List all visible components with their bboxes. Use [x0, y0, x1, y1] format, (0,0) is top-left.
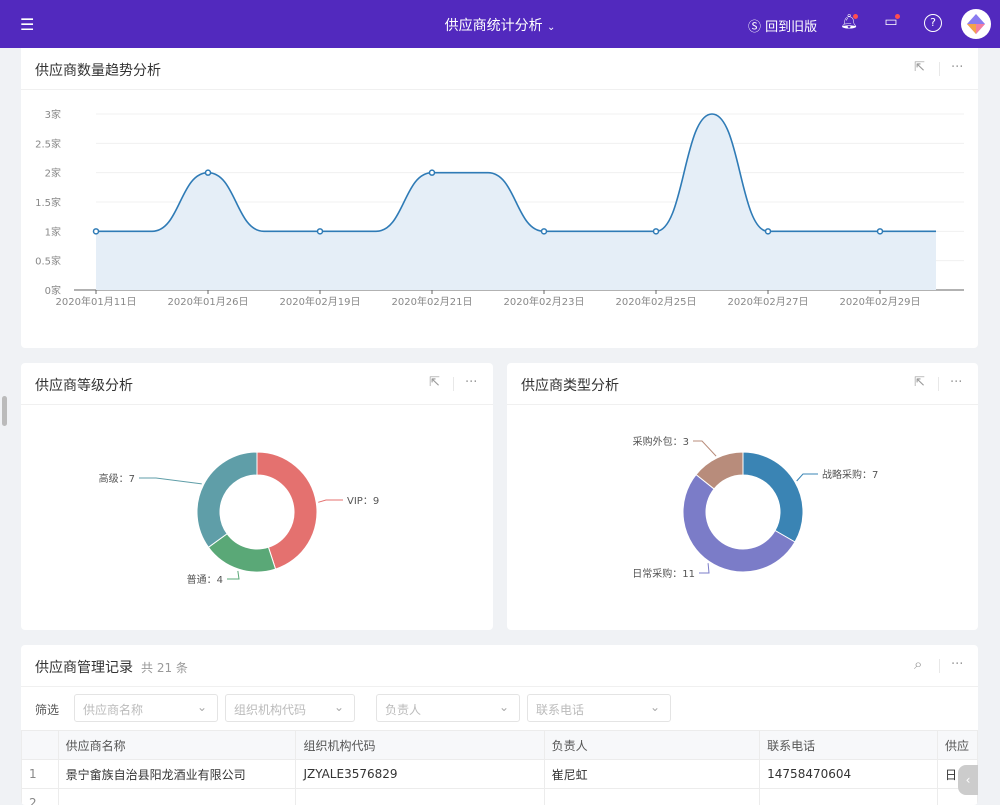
trend-chart: 0家 0.5家 1家 1.5家 2家 2.5家 3家 2020年01月11日 2020年01月2… — [21, 48, 978, 348]
x-tick-label: 2020年01月26日 — [168, 295, 249, 308]
label-line — [797, 474, 818, 481]
filter-placeholder: 负责人 — [385, 703, 421, 717]
data-point — [766, 229, 771, 234]
col-owner[interactable]: 负责人 — [544, 731, 760, 760]
data-point — [318, 229, 323, 234]
cell-index: 1 — [22, 760, 59, 789]
label-line — [693, 441, 716, 456]
slice-label: 战略采购：7 — [822, 468, 878, 481]
top-bar: ☰ 供应商统计分析 ⌄ Ⓢ 回到旧版 🔔︎ ▭ ? — [0, 0, 1000, 48]
slice-label: 普通：4 — [187, 573, 223, 586]
page-title: 供应商统计分析 — [445, 18, 543, 34]
cell-phone: 14758470604 — [760, 760, 938, 789]
pie-slice — [743, 452, 803, 542]
cell-org-code — [296, 789, 544, 805]
pie-slice — [197, 452, 257, 547]
slice-label: VIP：9 — [347, 496, 379, 507]
data-point — [206, 170, 211, 175]
y-tick-label: 1家 — [45, 225, 61, 238]
divider — [939, 659, 940, 673]
old-version-label: 回到旧版 — [765, 20, 817, 35]
chevron-down-icon: ⌄ — [547, 22, 555, 33]
y-tick-label: 2家 — [45, 167, 61, 180]
table-scroll-handle[interactable]: ‹ — [958, 765, 978, 795]
grade-pie-chart: VIP：9 普通：4 高级：7 — [21, 363, 493, 630]
type-pie-chart: 战略采购：7 日常采购：11 采购外包：3 — [507, 363, 978, 630]
x-tick-label: 2020年02月21日 — [392, 295, 473, 308]
briefcase-icon[interactable]: ▭ — [882, 14, 900, 32]
cell-org-code: JZYALE3576829 — [296, 760, 544, 789]
label-line — [318, 500, 343, 502]
filter-placeholder: 组织机构代码 — [234, 703, 306, 717]
help-icon[interactable]: ? — [924, 14, 942, 32]
bell-icon[interactable]: 🔔︎ — [840, 14, 858, 32]
search-icon[interactable]: ⌕ — [914, 655, 922, 673]
more-icon[interactable]: ··· — [951, 657, 963, 672]
record-count: 共 21 条 — [141, 659, 188, 676]
slice-label: 日常采购：11 — [632, 567, 695, 580]
label-line — [227, 571, 239, 579]
x-tick-label: 2020年02月27日 — [728, 295, 809, 308]
records-card: 供应商管理记录 共 21 条 ⌕ ··· 筛选 供应商名称 ⌄ 组织机构代码 ⌄ 负… — [21, 645, 978, 805]
filter-placeholder: 供应商名称 — [83, 703, 143, 717]
x-tick-label: 2020年02月29日 — [840, 295, 921, 308]
cell-owner: 崔尼虹 — [544, 760, 760, 789]
notification-dot — [853, 14, 858, 19]
label-line — [139, 478, 202, 484]
table-row[interactable]: 2 — [22, 789, 978, 805]
cell-supplier-name — [58, 789, 296, 805]
y-tick-label: 3家 — [45, 108, 61, 121]
data-point — [430, 170, 435, 175]
cell-supplier-name: 景宁畲族自治县阳龙酒业有限公司 — [58, 760, 296, 789]
filter-owner[interactable]: 负责人 ⌄ — [376, 694, 520, 722]
table-row[interactable]: 1 景宁畲族自治县阳龙酒业有限公司 JZYALE3576829 崔尼虹 1475… — [22, 760, 978, 789]
card-header: 供应商管理记录 共 21 条 ⌕ ··· — [21, 645, 978, 687]
col-phone[interactable]: 联系电话 — [760, 731, 938, 760]
side-scrollbar[interactable] — [2, 396, 7, 426]
label-line — [699, 563, 709, 573]
cell-owner — [544, 789, 760, 805]
filter-phone[interactable]: 联系电话 ⌄ — [527, 694, 671, 722]
y-tick-label: 1.5家 — [35, 196, 61, 209]
chevron-down-icon: ⌄ — [650, 700, 660, 714]
chevron-down-icon: ⌄ — [197, 700, 207, 714]
card-title: 供应商管理记录 — [35, 657, 133, 677]
x-tick-label: 2020年02月25日 — [616, 295, 697, 308]
col-index — [22, 731, 59, 760]
chevron-down-icon: ⌄ — [334, 700, 344, 714]
y-tick-label: 2.5家 — [35, 137, 61, 150]
notification-dot — [895, 14, 900, 19]
filter-org-code[interactable]: 组织机构代码 ⌄ — [225, 694, 355, 722]
data-point — [654, 229, 659, 234]
x-tick-label: 2020年02月23日 — [504, 295, 585, 308]
data-point — [878, 229, 883, 234]
chevron-down-icon: ⌄ — [499, 700, 509, 714]
data-point — [542, 229, 547, 234]
records-table: 供应商名称 组织机构代码 负责人 联系电话 供应 1 景宁畲族自治县阳龙酒业有限… — [21, 730, 978, 805]
y-tick-label: 0家 — [45, 284, 61, 297]
x-tick-label: 2020年02月19日 — [280, 295, 361, 308]
slice-label: 采购外包：3 — [633, 435, 689, 448]
y-tick-label: 0.5家 — [35, 255, 61, 268]
cell-index: 2 — [22, 789, 59, 805]
dollar-circle-icon: Ⓢ — [748, 20, 761, 35]
filter-placeholder: 联系电话 — [536, 703, 584, 717]
data-point — [94, 229, 99, 234]
x-tick-label: 2020年01月11日 — [56, 295, 137, 308]
col-org-code[interactable]: 组织机构代码 — [296, 731, 544, 760]
table-header: 供应商名称 组织机构代码 负责人 联系电话 供应 — [22, 731, 978, 760]
col-supplier-name[interactable]: 供应商名称 — [58, 731, 296, 760]
filter-label: 筛选 — [35, 701, 59, 718]
filter-supplier-name[interactable]: 供应商名称 ⌄ — [74, 694, 218, 722]
cell-phone — [760, 789, 938, 805]
old-version-button[interactable]: Ⓢ 回到旧版 — [748, 16, 817, 35]
col-type[interactable]: 供应 — [938, 731, 978, 760]
avatar[interactable] — [961, 9, 991, 39]
slice-label: 高级：7 — [99, 472, 135, 485]
